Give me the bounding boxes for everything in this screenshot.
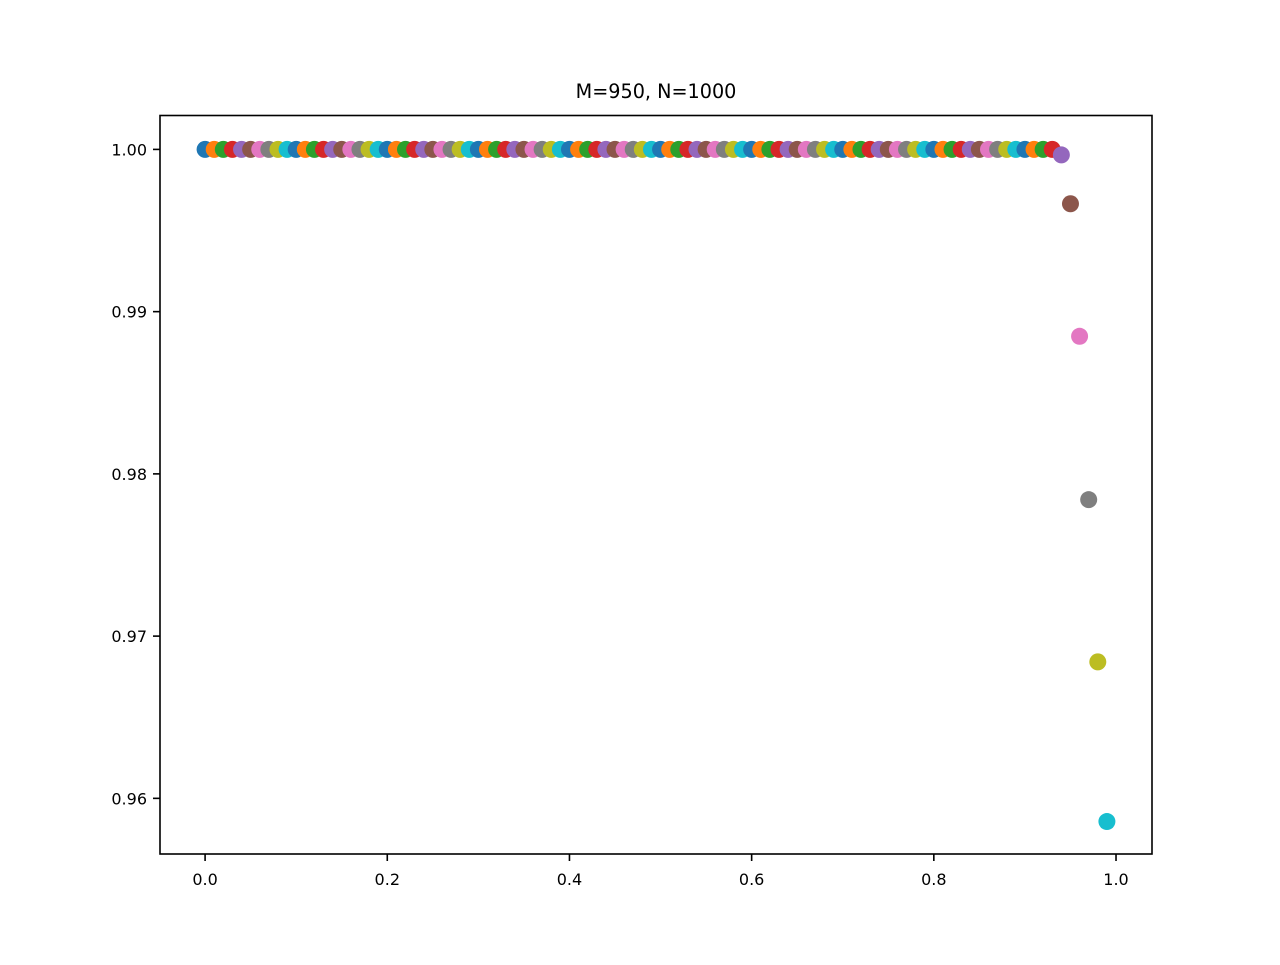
x-tick-label: 0.6 xyxy=(739,870,764,889)
data-point xyxy=(1080,491,1098,509)
data-point xyxy=(1098,813,1116,831)
x-tick-label: 1.0 xyxy=(1103,870,1128,889)
y-tick-label: 0.96 xyxy=(111,789,147,808)
x-tick-label: 0.2 xyxy=(375,870,400,889)
chart-title: M=950, N=1000 xyxy=(576,80,737,103)
x-tick-label: 0.8 xyxy=(921,870,946,889)
data-point xyxy=(1071,327,1089,345)
y-tick-label: 1.00 xyxy=(111,140,147,159)
y-tick-label: 0.99 xyxy=(111,303,147,322)
x-axis: 0.0 0.2 0.4 0.6 0.8 1.0 xyxy=(192,854,1129,889)
data-point xyxy=(1089,653,1107,671)
x-tick-label: 0.4 xyxy=(557,870,582,889)
data-point xyxy=(1052,146,1070,164)
data-point xyxy=(1061,195,1079,213)
y-axis: 0.96 0.97 0.98 0.99 1.00 xyxy=(111,140,160,808)
y-tick-label: 0.97 xyxy=(111,627,147,646)
x-tick-label: 0.0 xyxy=(192,870,217,889)
plot-frame xyxy=(159,114,1153,855)
data-points xyxy=(196,140,1116,831)
y-tick-label: 0.98 xyxy=(111,465,147,484)
